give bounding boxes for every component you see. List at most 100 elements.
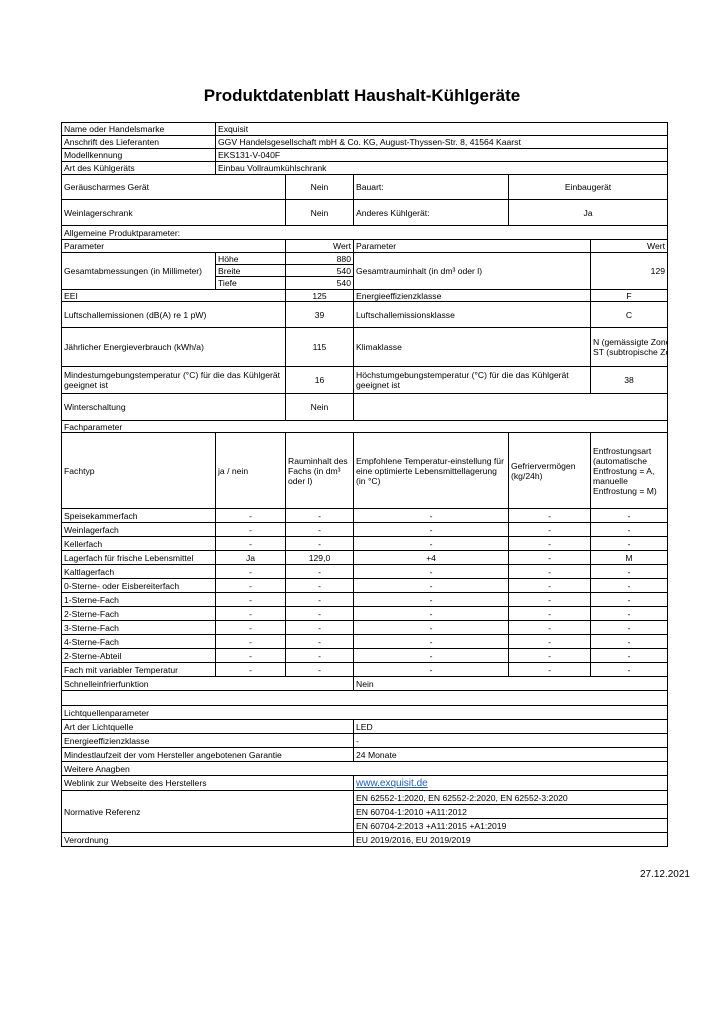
value: C [589, 301, 669, 328]
fach-type: 3-Sterne-Fach [61, 620, 216, 635]
fach-type: Kellerfach [61, 536, 216, 551]
row-supplier: Anschrift des Lieferanten GGV Handelsgese… [61, 135, 669, 149]
fach-value: - [589, 592, 669, 607]
fach-value: - [589, 564, 669, 579]
fach-type: Fach mit variabler Temperatur [61, 662, 216, 677]
section-heading: Allgemeine Produktparameter: [60, 225, 669, 240]
value: EN 62552-1:2020, EN 62552-2:2020, EN 625… [352, 790, 669, 805]
fach-value: - [285, 662, 354, 677]
fach-value: - [215, 564, 286, 579]
fach-value: - [353, 648, 509, 663]
section-more: Weitere Anagben [60, 761, 669, 776]
fach-value: - [589, 508, 669, 523]
section-fach: Fachparameter [60, 420, 669, 433]
fach-value: - [215, 508, 286, 523]
row-warranty: Mindestlaufzeit der vom Hersteller angeb… [61, 747, 669, 762]
header: Parameter [61, 239, 286, 253]
value: - [352, 733, 669, 748]
fach-value: - [353, 592, 509, 607]
label: Mindestlaufzeit der vom Hersteller angeb… [61, 747, 354, 762]
row-brand: Name oder Handelsmarke Exquisit [61, 122, 669, 136]
fach-value: - [353, 522, 509, 537]
fach-row: 1-Sterne-Fach - - - - - [61, 592, 669, 607]
fach-type: Weinlagerfach [61, 522, 216, 537]
label: Normative Referenz [61, 790, 354, 833]
fach-value: - [285, 620, 354, 635]
value: Einbau Vollraumkühlschrank [214, 161, 669, 175]
section-light: Lichtquellenparameter [60, 705, 669, 720]
fach-value: - [285, 522, 354, 537]
header: ja / nein [215, 432, 286, 509]
fach-value: - [285, 648, 354, 663]
value: 24 Monate [352, 747, 669, 762]
row-wine: Weinlagerschrank Nein Anderes Kühlgerät: Ja [61, 199, 669, 226]
label: Anschrift des Lieferanten [61, 135, 216, 149]
row-model: Modellkennung EKS131-V-040F [61, 148, 669, 162]
fach-value: - [589, 522, 669, 537]
header: Empfohlene Temperatur-einstellung für ei… [353, 432, 509, 509]
value: GGV Handelsgesellschaft mbH & Co. KG, Au… [214, 135, 669, 149]
fach-value: - [508, 662, 591, 677]
label: Name oder Handelsmarke [61, 122, 216, 136]
value: Einbaugerät [507, 174, 669, 200]
value: 16 [285, 366, 354, 394]
fach-value: - [215, 620, 286, 635]
fach-value: - [215, 592, 286, 607]
fach-value: - [215, 634, 286, 649]
fach-type: Speisekammerfach [61, 508, 216, 523]
fach-row: Kellerfach - - - - - [61, 536, 669, 551]
value: EU 2019/2016, EU 2019/2019 [352, 832, 669, 847]
fach-value: - [508, 606, 591, 621]
empty-cell [352, 393, 669, 421]
header: Wert [589, 239, 669, 253]
fach-row: 2-Sterne-Abteil - - - - - [61, 648, 669, 663]
value: Nein [285, 393, 354, 421]
label: Klimaklasse [353, 327, 591, 367]
row-weblink: Weblink zur Webseite des Herstellers www.… [61, 775, 669, 791]
row-winter: Winterschaltung Nein [61, 393, 669, 421]
manufacturer-weblink[interactable]: www.exquisit.de [356, 777, 428, 789]
fach-value: - [285, 564, 354, 579]
value: N (gemässigte Zone) [593, 337, 668, 347]
fach-type: Kaltlagerfach [61, 564, 216, 579]
fach-type: 2-Sterne-Fach [61, 606, 216, 621]
fach-type: 4-Sterne-Fach [61, 634, 216, 649]
value: Ja [507, 199, 669, 226]
fach-value: - [508, 634, 591, 649]
fach-row: 0-Sterne- oder Eisbereiterfach - - - - - [61, 578, 669, 593]
row-quick-freeze: Schnelleinfrierfunktion Nein [61, 676, 669, 691]
dim-value: 880 [285, 252, 354, 265]
label: Luftschallemissionsklasse [353, 301, 591, 328]
fach-value: - [589, 662, 669, 677]
fach-type: 2-Sterne-Abteil [61, 648, 216, 663]
row-light-class: Energieeffizienzklasse - [61, 733, 669, 748]
label: Gesamtabmessungen (in Millimeter) [61, 252, 216, 290]
row-eei: EEI 125 Energieeffizienzklasse F [61, 289, 669, 302]
label: Weinlagerschrank [61, 199, 286, 226]
value: Exquisit [214, 122, 669, 136]
value: EKS131-V-040F [214, 148, 669, 162]
value: Nein [285, 174, 354, 200]
fach-value: - [353, 564, 509, 579]
page-title: Produktdatenblatt Haushalt-Kühlgeräte [203, 86, 521, 105]
fach-value: - [508, 592, 591, 607]
row-regulation: Verordnung EU 2019/2016, EU 2019/2019 [61, 832, 669, 847]
dim-value: 540 [285, 276, 354, 290]
fach-value: - [285, 634, 354, 649]
value: 125 [285, 289, 354, 302]
value: 39 [285, 301, 354, 328]
label: Geräuscharmes Gerät [61, 174, 286, 200]
header: Wert [285, 239, 354, 253]
fach-value: - [353, 662, 509, 677]
fach-value: M [589, 550, 669, 565]
value: 129 [589, 252, 669, 290]
value: ST (subtropische Zone) [593, 347, 667, 357]
label: Art des Kühlgeräts [61, 161, 216, 175]
dim-label: Tiefe [215, 276, 286, 290]
value: Nein [285, 199, 354, 226]
label: Jährlicher Energieverbrauch (kWh/a) [61, 327, 286, 367]
fach-value: - [285, 508, 354, 523]
label: Bauart: [353, 174, 509, 200]
row-light-type: Art der Lichtquelle LED [61, 719, 669, 734]
fach-value: - [285, 606, 354, 621]
